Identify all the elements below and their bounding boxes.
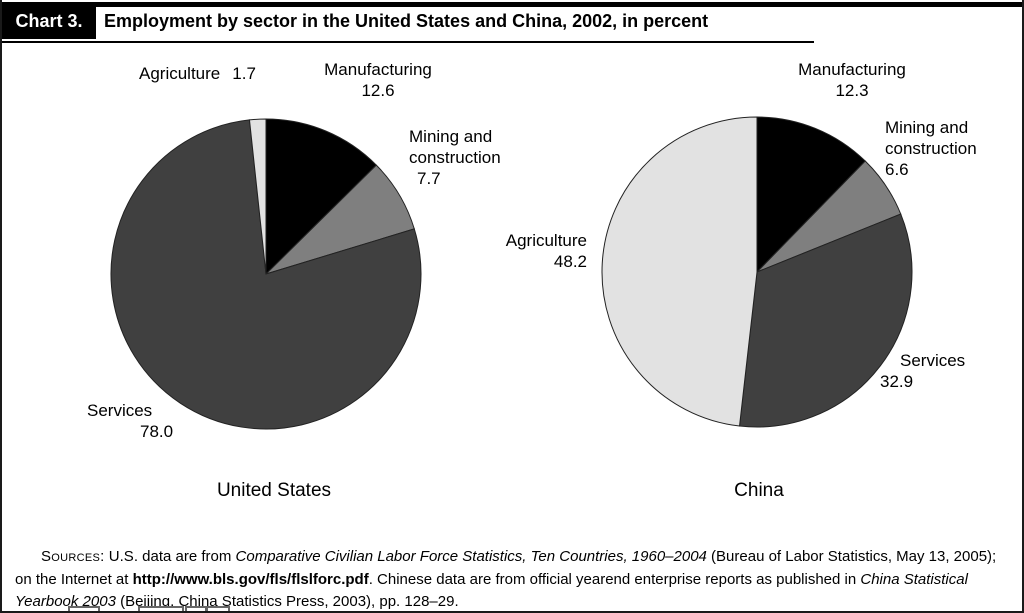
sources-seg-end: (Beijing, China Statistics Press, 2003),… (115, 593, 459, 610)
china-agriculture-label: Agriculture 48.2 (488, 230, 587, 272)
cropped-content-fragment (206, 606, 230, 611)
sources-cn-publication-title: China Statistical Yearbook 2003 (15, 570, 968, 611)
pie-slice-manufacturing (265, 118, 377, 276)
china-pie-chart (601, 116, 913, 428)
sources-url: http://www.bls.gov/fls/flslforc.pdf (132, 570, 369, 588)
china-mining-value: 6.6 (885, 160, 909, 179)
china-manufacturing-name: Manufacturing (798, 60, 906, 79)
sources-us-publication-title: Comparative Civilian Labor Force Statist… (235, 548, 707, 565)
china-manufacturing-label: Manufacturing 12.3 (787, 59, 917, 101)
china-mining-name: Mining and construction (885, 118, 977, 158)
cropped-content-fragment (185, 606, 207, 611)
pie-slice-agriculture (248, 118, 267, 275)
pie-slice-services (738, 213, 913, 428)
us-manufacturing-label: Manufacturing 12.6 (313, 59, 443, 101)
us-services-value: 78.0 (140, 422, 174, 441)
china-services-value: 32.9 (880, 372, 914, 391)
us-mining-value: 7.7 (417, 169, 441, 188)
us-agriculture-value: 1.7 (232, 64, 256, 83)
pie-slice-manufacturing (756, 116, 866, 274)
cropped-content-fragment (68, 606, 100, 611)
us-pie-caption: United States (216, 480, 332, 501)
pie-slice-services (110, 119, 422, 430)
us-mining-name: Mining and construction (409, 127, 501, 167)
us-services-label: Services 78.0 (87, 400, 173, 442)
china-pie-caption: China (734, 480, 784, 501)
china-services-name: Services (900, 351, 966, 370)
china-services-label: Services 32.9 (880, 350, 965, 392)
chart-number: Chart 3. (15, 11, 83, 31)
header-rule (2, 41, 814, 43)
us-agriculture-label: Agriculture 1.7 (139, 63, 256, 84)
pie-slice-agriculture (601, 116, 758, 427)
sources-seg-mid: (Bureau of Labor Statistics, May 13, 200… (15, 548, 997, 588)
sources-note: Sources: U.S. data are from Comparative … (15, 546, 1001, 611)
us-pie-chart (110, 118, 422, 430)
sources-seg-us: U.S. data are from (104, 548, 236, 565)
sources-label: Sources: (41, 548, 105, 565)
us-manufacturing-value: 12.6 (361, 81, 395, 100)
chart-number-tab: Chart 3. (2, 4, 96, 39)
us-agriculture-name: Agriculture (139, 64, 221, 83)
top-rule (2, 2, 1022, 7)
china-manufacturing-value: 12.3 (835, 81, 869, 100)
china-mining-label: Mining and construction 6.6 (885, 117, 985, 180)
china-agriculture-name: Agriculture (505, 231, 587, 250)
chart-title: Employment by sector in the United State… (104, 11, 709, 31)
sources-seg-cn: . Chinese data are from official yearend… (368, 570, 861, 588)
cropped-content-fragment (138, 606, 184, 611)
us-services-name: Services (87, 401, 153, 420)
us-manufacturing-name: Manufacturing (324, 60, 432, 79)
us-mining-label: Mining and construction 7.7 (409, 126, 509, 189)
china-agriculture-value: 48.2 (553, 252, 587, 271)
